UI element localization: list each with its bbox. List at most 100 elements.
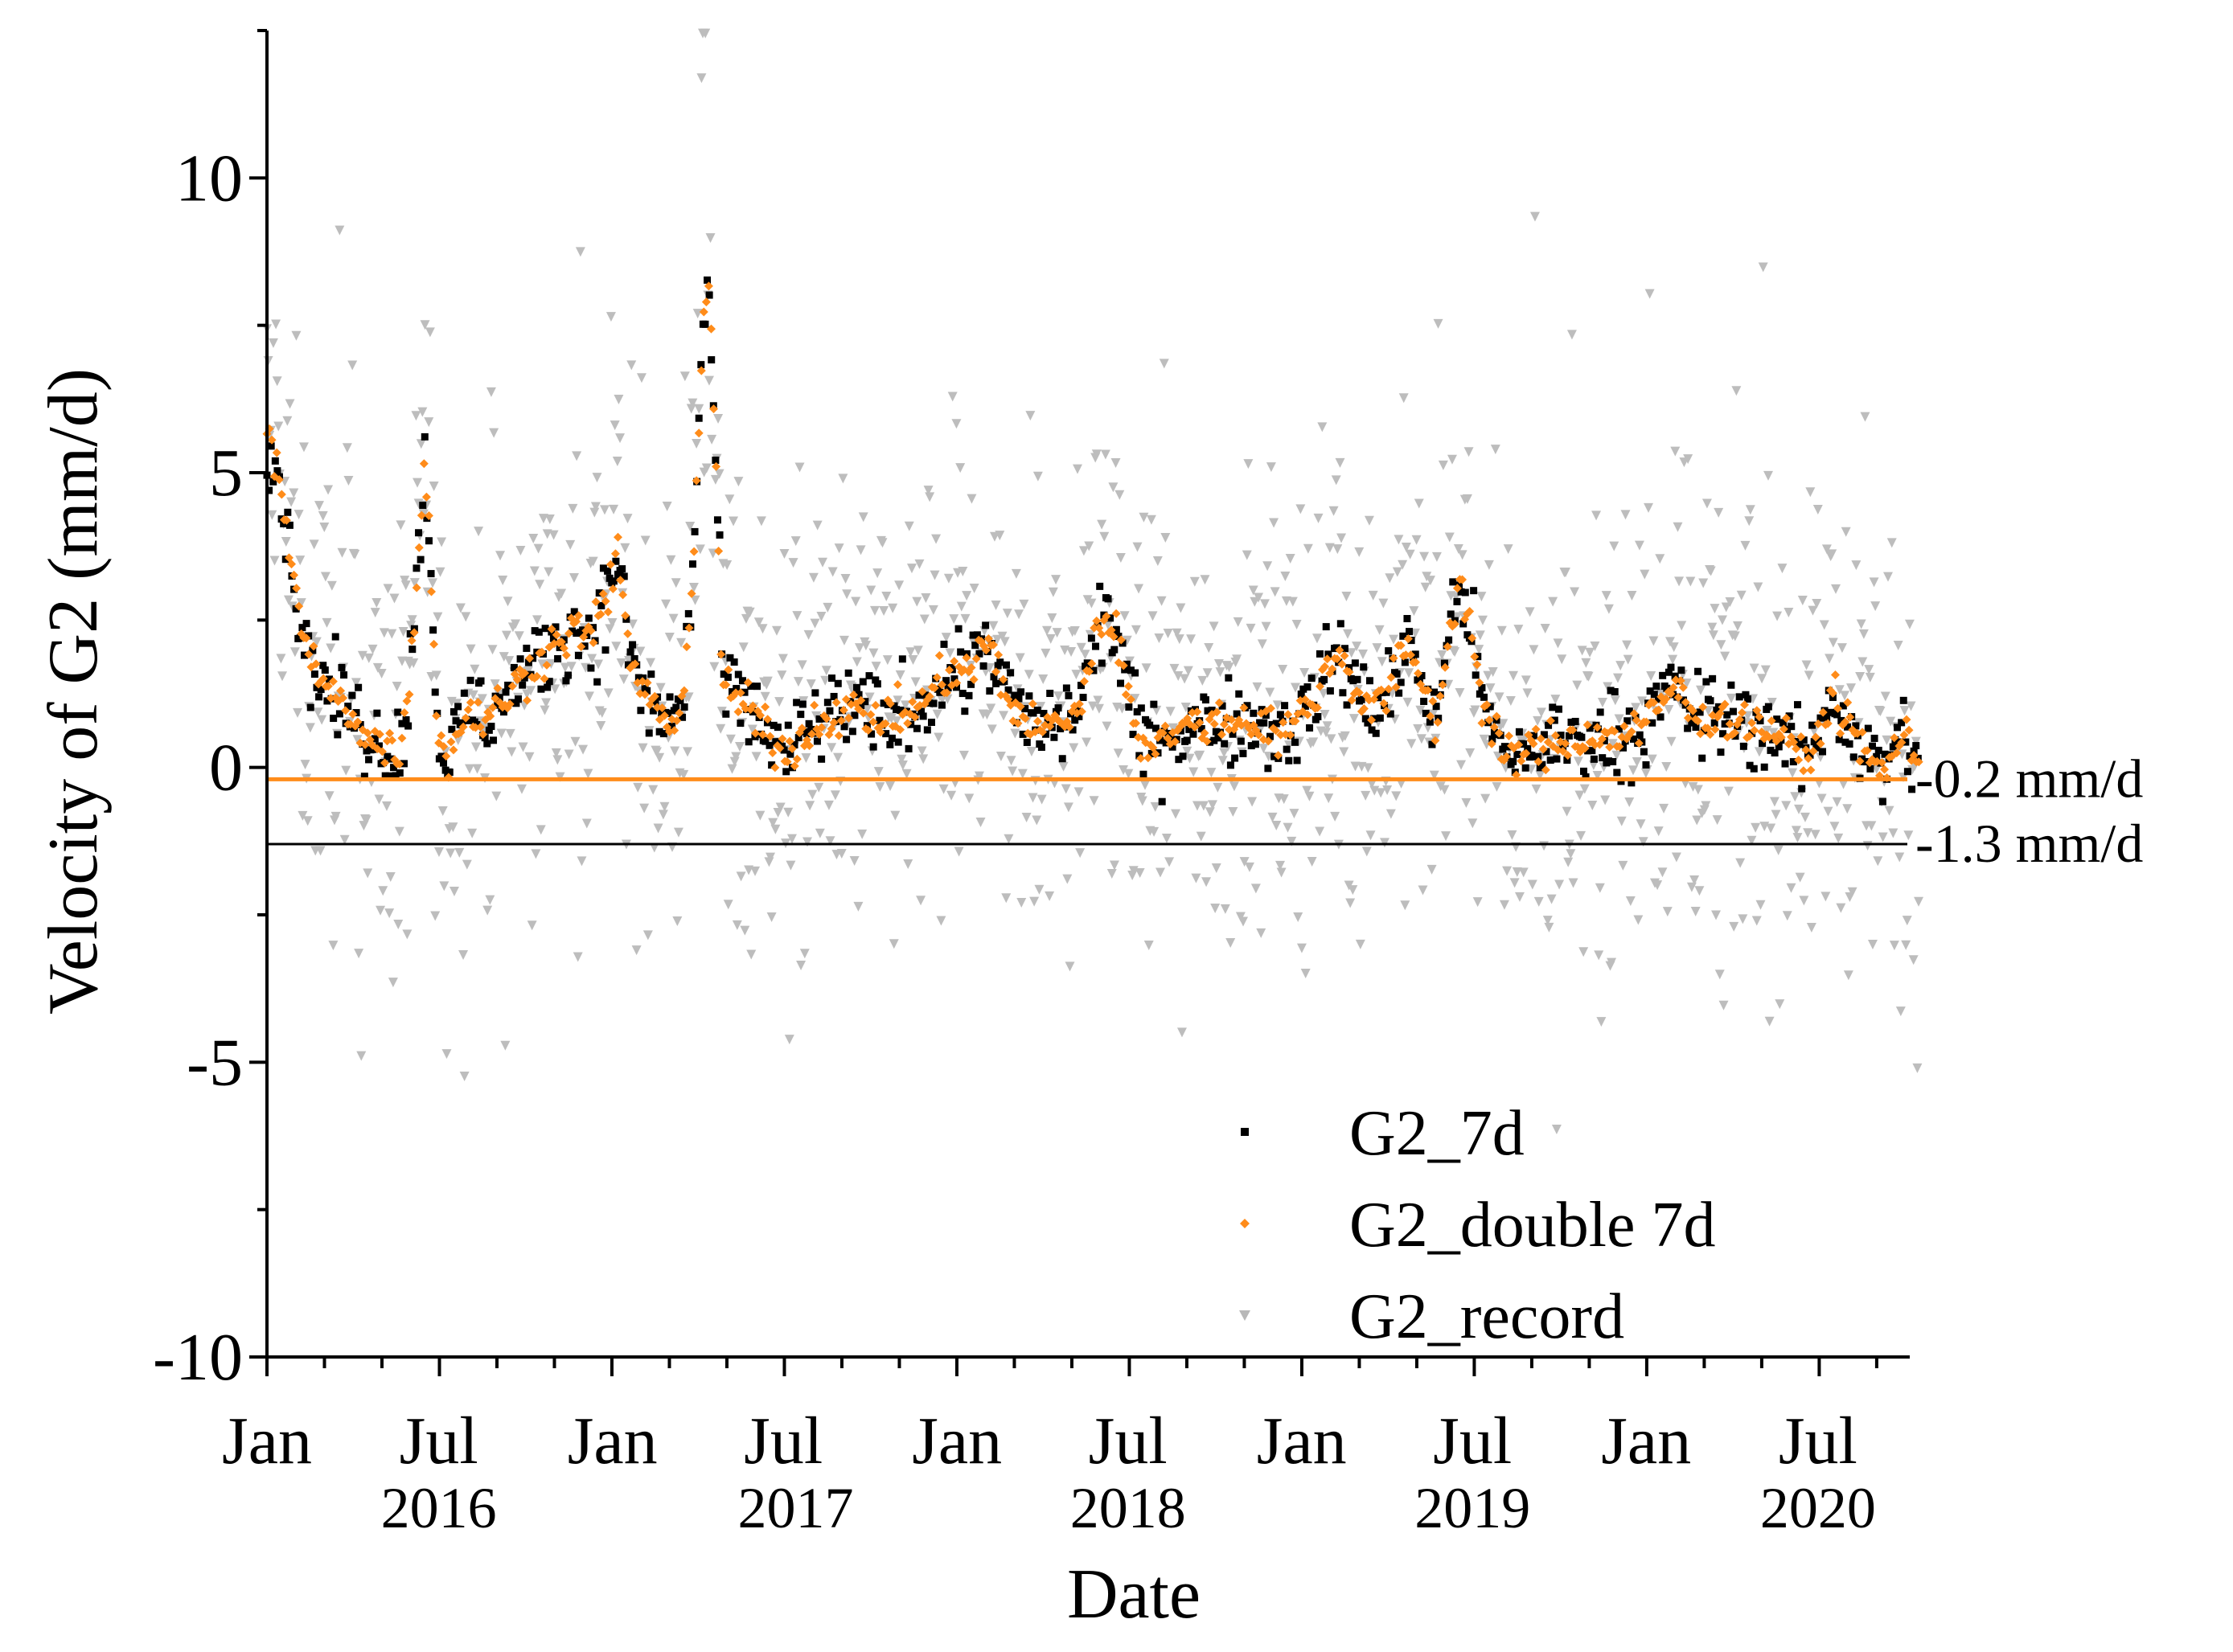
record-point bbox=[1819, 620, 1829, 630]
record-point bbox=[326, 580, 337, 591]
g2-7d-point bbox=[798, 700, 807, 708]
record-point bbox=[1474, 645, 1484, 655]
record-point bbox=[1745, 505, 1755, 515]
record-point bbox=[881, 591, 892, 601]
g2-double-7d-point bbox=[1698, 703, 1708, 712]
g2-7d-point bbox=[1528, 752, 1536, 760]
record-point bbox=[916, 896, 926, 906]
g2-double-7d-point bbox=[463, 705, 473, 715]
record-point bbox=[384, 908, 395, 919]
g2-double-7d-point bbox=[603, 607, 613, 617]
g2-double-7d-point bbox=[1016, 702, 1025, 711]
x-year-label: 2016 bbox=[381, 1476, 497, 1540]
record-point bbox=[1882, 735, 1892, 745]
g2-double-7d-point bbox=[1202, 736, 1212, 746]
g2-double-7d-point bbox=[1283, 710, 1293, 719]
record-point bbox=[616, 658, 626, 669]
g2-double-7d-point bbox=[488, 703, 498, 712]
g2-double-7d-point bbox=[1354, 688, 1364, 698]
g2-double-7d-point bbox=[1533, 756, 1543, 766]
record-point bbox=[589, 507, 600, 518]
g2-7d-point bbox=[1075, 712, 1083, 720]
g2-7d-point bbox=[1183, 736, 1191, 744]
record-point bbox=[992, 634, 1003, 645]
record-point bbox=[528, 534, 539, 544]
g2-7d-point bbox=[1117, 679, 1125, 687]
record-point bbox=[1164, 857, 1175, 867]
g2-double-7d-point bbox=[414, 543, 424, 552]
g2-double-7d-point bbox=[608, 584, 618, 594]
g2-double-7d-point bbox=[750, 728, 760, 738]
record-point bbox=[1416, 734, 1426, 744]
g2-7d-point bbox=[1486, 703, 1494, 711]
g2-double-7d-point bbox=[696, 366, 706, 375]
g2-double-7d-point bbox=[1678, 683, 1688, 692]
g2-double-7d-point bbox=[1610, 727, 1619, 736]
record-point bbox=[1075, 848, 1086, 859]
g2-double-7d-point bbox=[605, 560, 615, 569]
record-point bbox=[1161, 833, 1172, 843]
g2-double-7d-point bbox=[885, 699, 895, 708]
g2-double-7d-point bbox=[1720, 699, 1730, 709]
g2-double-7d-point bbox=[934, 650, 944, 660]
record-point bbox=[1066, 646, 1077, 657]
record-point bbox=[745, 607, 755, 617]
record-point bbox=[1073, 787, 1084, 797]
g2-double-7d-point bbox=[1830, 670, 1840, 680]
record-point bbox=[1117, 703, 1127, 714]
record-point bbox=[449, 887, 459, 897]
record-point bbox=[535, 580, 545, 590]
g2-double-7d-point bbox=[736, 688, 745, 698]
g2-7d-point bbox=[1812, 744, 1820, 752]
record-point bbox=[1632, 756, 1642, 767]
g2-7d-point bbox=[844, 669, 852, 677]
g2-7d-point bbox=[1251, 740, 1259, 748]
g2-7d-point bbox=[494, 701, 502, 709]
g2-7d-point bbox=[954, 625, 963, 633]
g2-7d-point bbox=[595, 589, 603, 597]
g2-7d-point bbox=[1760, 763, 1768, 771]
record-point bbox=[692, 439, 702, 449]
g2-double-7d-point bbox=[807, 729, 817, 739]
g2-double-7d-point bbox=[1669, 683, 1678, 692]
record-point bbox=[448, 822, 458, 833]
g2-7d-point bbox=[1455, 581, 1463, 589]
record-point bbox=[1640, 569, 1650, 580]
g2-7d-point bbox=[1710, 719, 1718, 727]
record-point bbox=[1114, 490, 1125, 500]
g2-double-7d-point bbox=[1423, 686, 1433, 695]
record-point bbox=[1182, 746, 1192, 756]
record-point bbox=[1729, 921, 1739, 932]
record-point bbox=[1108, 482, 1119, 493]
record-point bbox=[1336, 533, 1347, 543]
record-point bbox=[1840, 691, 1850, 701]
g2-7d-point bbox=[1422, 709, 1430, 717]
g2-7d-point bbox=[421, 432, 429, 441]
record-point bbox=[868, 648, 879, 658]
g2-7d-point bbox=[1679, 696, 1687, 704]
g2-double-7d-point bbox=[1020, 714, 1030, 724]
g2-7d-point bbox=[834, 679, 842, 687]
g2-7d-point bbox=[1229, 730, 1237, 738]
g2-double-7d-point bbox=[1843, 698, 1853, 707]
record-point bbox=[330, 811, 341, 822]
record-point bbox=[729, 756, 740, 767]
record-point bbox=[1348, 885, 1358, 896]
g2-7d-point bbox=[1545, 721, 1553, 729]
record-point bbox=[323, 485, 334, 495]
g2-double-7d-point bbox=[785, 736, 794, 746]
record-point bbox=[413, 498, 424, 509]
g2-7d-point bbox=[1106, 614, 1114, 622]
record-point bbox=[1045, 633, 1056, 644]
g2-7d-point bbox=[1299, 685, 1307, 693]
g2-double-7d-point bbox=[1531, 724, 1541, 734]
record-point bbox=[394, 826, 404, 837]
g2-double-7d-point bbox=[1085, 666, 1094, 676]
g2-double-7d-point bbox=[589, 638, 598, 648]
record-point bbox=[696, 73, 707, 84]
record-point bbox=[1202, 668, 1213, 678]
g2-7d-point bbox=[585, 614, 593, 622]
g2-double-7d-point bbox=[864, 725, 873, 735]
record-point bbox=[842, 589, 852, 600]
